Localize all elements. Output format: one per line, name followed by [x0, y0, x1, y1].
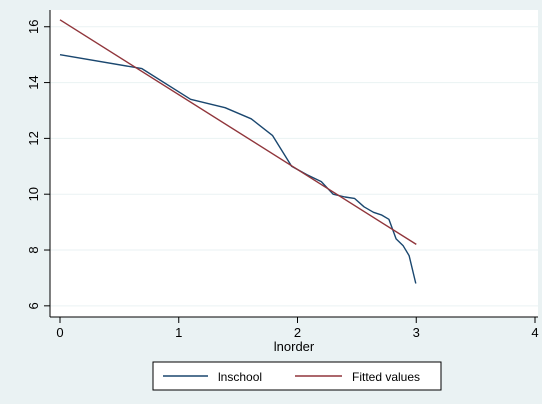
x-tick-label-0: 0 — [56, 325, 63, 340]
series-line-1 — [59, 19, 417, 245]
y-tick-label-6: 6 — [26, 302, 41, 309]
x-axis-label: lnorder — [274, 339, 315, 354]
x-tick-label-3: 3 — [413, 325, 420, 340]
legend-label-lnschool: lnschool — [218, 370, 262, 384]
legend: lnschool Fitted values — [152, 361, 442, 391]
y-tick-label-16: 16 — [26, 20, 41, 34]
y-tick-label-14: 14 — [26, 75, 41, 89]
x-tick-label-1: 1 — [175, 325, 182, 340]
axes — [49, 10, 538, 318]
x-tick-label-2: 2 — [294, 325, 301, 340]
legend-label-fitted: Fitted values — [352, 370, 420, 384]
series-lines — [59, 19, 417, 284]
y-tick-label-8: 8 — [26, 246, 41, 253]
y-tick-label-10: 10 — [26, 187, 41, 201]
plot-area — [50, 10, 538, 317]
grid-lines — [50, 26, 538, 307]
y-tick-label-12: 12 — [26, 131, 41, 145]
x-tick-label-4: 4 — [531, 325, 538, 340]
